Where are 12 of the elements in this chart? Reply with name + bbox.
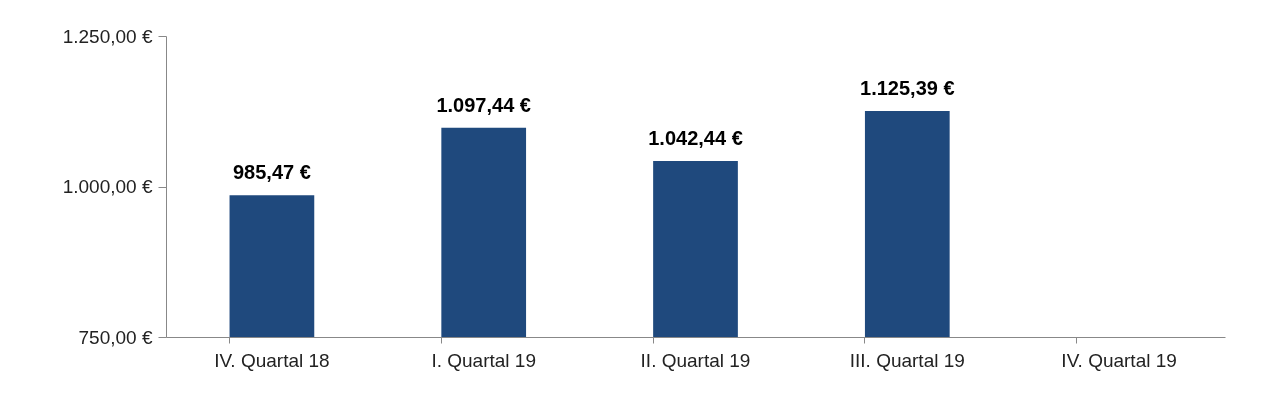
- x-tick-label: IV. Quartal 18: [214, 349, 330, 371]
- data-label: 1.042,44 €: [648, 126, 743, 149]
- y-tick-label: 750,00 €: [78, 326, 153, 348]
- x-tick-label: IV. Quartal 19: [1061, 349, 1177, 371]
- x-tick-label: III. Quartal 19: [849, 349, 965, 371]
- x-tick-label: II. Quartal 19: [640, 349, 751, 371]
- y-tick-label: 1.000,00 €: [62, 176, 153, 197]
- data-label: 985,47 €: [232, 161, 311, 184]
- x-tick-label: I. Quartal 19: [431, 349, 536, 371]
- data-label: 1.097,44 €: [436, 93, 531, 116]
- y-tick-label: 1.250,00 €: [62, 25, 153, 47]
- data-label: 1.125,39 €: [860, 77, 955, 100]
